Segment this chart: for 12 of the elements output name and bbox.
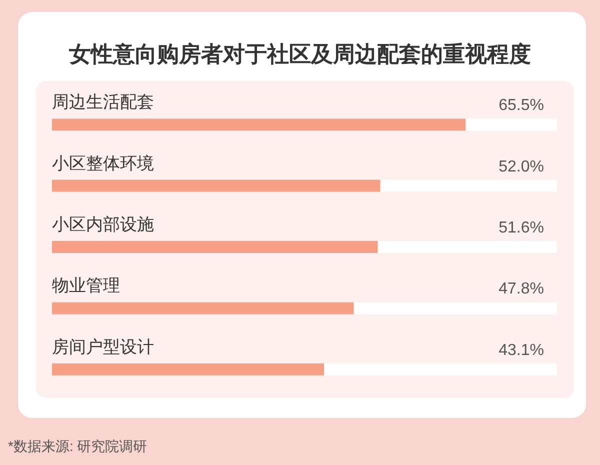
- y-tick-label: 房间户型设计: [52, 337, 154, 356]
- text: *数据来源: 研究院调研: [8, 438, 148, 454]
- data-label: 52.0%: [498, 158, 544, 176]
- data-label: 51.6%: [498, 220, 544, 236]
- y-tick-label: 周边生活配套: [52, 92, 154, 112]
- chart-title: 女性意向购房者对于社区及周边配套的重视程度: [68, 42, 531, 66]
- y-tick-label: 小区整体环境: [52, 154, 154, 173]
- y-tick-label: 小区内部设施: [52, 215, 154, 234]
- data-label: 47.8%: [498, 280, 544, 298]
- data-label: 43.1%: [498, 342, 544, 359]
- data-label: 65.5%: [498, 97, 544, 114]
- y-tick-label: 物业管理: [52, 276, 120, 296]
